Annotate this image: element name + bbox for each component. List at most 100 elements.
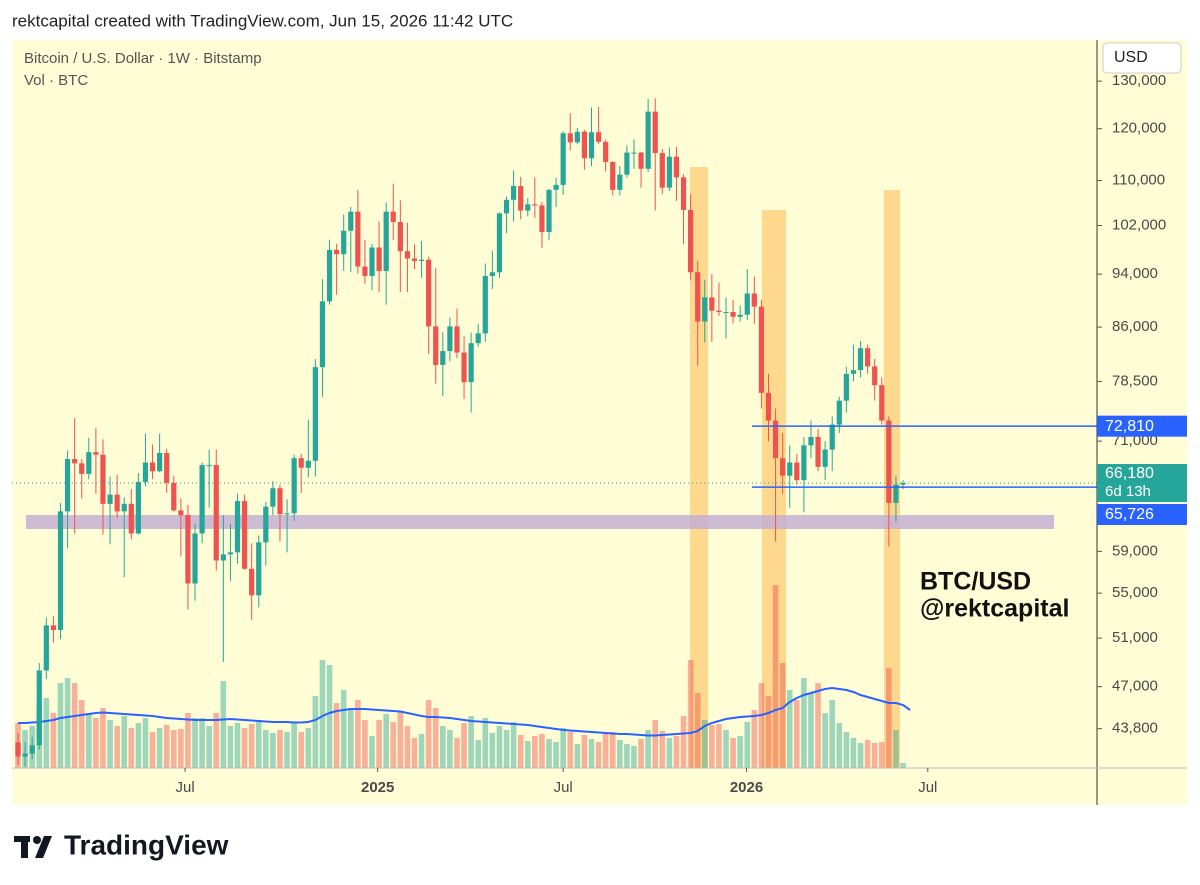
volume-bar	[808, 693, 814, 768]
level-box	[1097, 415, 1187, 437]
volume-bar	[673, 736, 680, 768]
volume-bar	[305, 728, 312, 768]
annotation: BTC/USD	[920, 568, 1031, 596]
candle-body	[234, 501, 241, 553]
candle-body	[107, 494, 113, 504]
currency-box[interactable]	[1102, 42, 1182, 74]
volume-bar	[142, 718, 149, 768]
volume-bar	[149, 732, 156, 768]
candle-body	[539, 205, 545, 232]
candle-body	[199, 465, 205, 534]
highlight-band	[762, 210, 786, 768]
candle-body	[164, 453, 170, 483]
volume-bar	[730, 738, 736, 768]
volume-bar	[461, 723, 467, 768]
volume-bar	[489, 733, 496, 768]
candle-body	[433, 326, 439, 365]
candle-body	[15, 742, 21, 757]
candle-body	[114, 494, 120, 512]
candle-body	[355, 211, 361, 267]
volume-bar	[602, 733, 609, 768]
candle-body	[666, 156, 672, 188]
y-tick-label: 43,800	[1112, 720, 1158, 737]
candle-body	[171, 482, 177, 511]
candle-body	[348, 211, 354, 231]
volume-bar	[270, 733, 276, 768]
volume-bar	[871, 743, 878, 768]
candle-body	[298, 458, 304, 468]
candle-body	[418, 259, 425, 261]
volume-bar	[383, 714, 389, 768]
x-tick-label: 2025	[361, 779, 394, 796]
candle-body	[29, 745, 35, 754]
chart-background	[12, 40, 1187, 805]
volume-bar	[100, 708, 106, 768]
brand-logo	[14, 836, 52, 858]
candle-body	[43, 625, 49, 671]
y-tick-label: 51,000	[1112, 629, 1158, 646]
candle-body	[758, 306, 765, 393]
volume-bar	[213, 713, 220, 768]
candle-body	[206, 465, 212, 467]
volume-bar	[163, 725, 170, 768]
volume-bar	[227, 726, 234, 768]
candle-body	[695, 272, 701, 322]
volume-bar	[178, 729, 184, 768]
volume-bar	[263, 730, 269, 768]
candle-body	[673, 156, 680, 178]
candle-body	[765, 392, 772, 421]
volume-bar	[737, 736, 743, 768]
candle-body	[638, 152, 644, 169]
volume-bar	[404, 726, 411, 768]
volume-bar	[758, 683, 765, 768]
volume-bar	[496, 726, 503, 768]
candle-body	[284, 513, 290, 515]
x-tick-label: 2026	[730, 779, 763, 796]
volume-bar	[199, 718, 205, 768]
candle-body	[560, 133, 566, 185]
volume-bar	[751, 710, 758, 768]
volume-bar	[64, 678, 71, 768]
candle-body	[815, 436, 821, 467]
candle-body	[36, 670, 42, 746]
y-tick-label: 94,000	[1112, 265, 1158, 282]
volume-bar	[128, 728, 135, 768]
volume-bar	[241, 728, 248, 768]
volume-bar	[900, 763, 906, 768]
volume-bar	[517, 735, 524, 768]
countdown-label: 6d 13h	[1105, 483, 1151, 500]
candle-body	[121, 503, 127, 512]
candle-body	[525, 204, 531, 211]
volume-bar	[333, 703, 340, 768]
volume-bar	[510, 722, 517, 768]
candle-body	[86, 452, 92, 474]
candle-body	[390, 211, 396, 223]
candle-body	[454, 326, 460, 353]
candle-body	[376, 247, 382, 271]
y-tick-label: 59,000	[1112, 542, 1158, 559]
volume-bar	[701, 720, 708, 768]
candle-body	[178, 510, 184, 516]
candle-body	[680, 177, 687, 210]
candle-body	[426, 259, 432, 327]
volume-bar	[347, 708, 354, 768]
candle-body	[801, 445, 807, 481]
volume-bar	[482, 718, 489, 768]
candle-body	[192, 533, 198, 584]
volume-bar	[539, 734, 545, 768]
volume-bar	[277, 730, 283, 768]
candle-body	[518, 185, 524, 211]
candle-body	[610, 161, 616, 190]
candle-body	[213, 465, 219, 561]
candle-body	[617, 174, 623, 190]
volume-bar	[716, 724, 722, 768]
candle-body	[369, 247, 375, 277]
currency[interactable]: USD	[1114, 49, 1148, 66]
volume-bar	[574, 744, 581, 768]
candle-body	[822, 449, 828, 467]
candle-body	[475, 333, 481, 344]
candle-body	[716, 310, 722, 313]
candle-body	[341, 230, 347, 255]
